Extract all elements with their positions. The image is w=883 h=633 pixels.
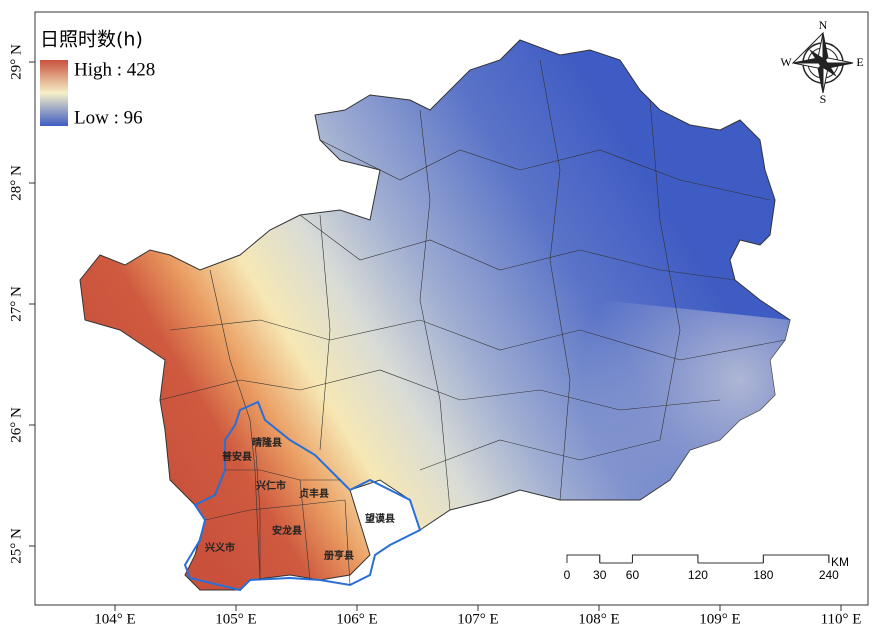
scale-label: 120 [688, 568, 708, 582]
county-label: 安龙县 [272, 524, 302, 537]
county-label: 普安县 [222, 450, 252, 463]
legend-title: 日照时数(h) [40, 29, 143, 51]
legend-low: Low : 96 [74, 107, 143, 128]
legend-ramp [40, 60, 68, 126]
lon-tick-label: 109° E [699, 611, 740, 627]
lat-tick-label: 27° N [8, 286, 24, 322]
lon-tick-label: 105° E [215, 611, 256, 627]
lon-tick-label: 106° E [336, 611, 377, 627]
lat-tick-label: 25° N [8, 528, 24, 564]
scale-label: 60 [626, 568, 640, 582]
scale-bar: KM 0 30 60 120 180 240 [564, 554, 849, 582]
scale-unit: KM [831, 555, 849, 569]
county-label: 贞丰县 [299, 487, 329, 500]
scale-label: 30 [593, 568, 607, 582]
legend-high: High : 428 [74, 59, 155, 80]
lat-tick-label: 28° N [8, 165, 24, 201]
province [79, 39, 791, 592]
compass-w: W [780, 55, 792, 69]
county-label: 望谟县 [365, 512, 395, 525]
scale-label: 0 [564, 568, 571, 582]
lon-tick-label: 110° E [821, 611, 862, 627]
compass: N S E W [780, 18, 863, 106]
compass-n: N [819, 18, 828, 32]
county-label: 兴义市 [205, 541, 235, 554]
compass-e: E [856, 55, 863, 69]
lat-tick-label: 29° N [8, 44, 24, 80]
lat-tick-label: 26° N [8, 407, 24, 443]
lon-tick-label: 107° E [457, 611, 498, 627]
county-label: 册亨县 [324, 549, 354, 562]
study-county-borders [204, 439, 351, 586]
county-labels: 普安县 晴隆县 兴仁市 贞丰县 望谟县 安龙县 兴义市 册亨县 [205, 436, 395, 562]
scale-label: 180 [753, 568, 773, 582]
county-label: 兴仁市 [256, 479, 286, 492]
county-label: 晴隆县 [252, 436, 282, 449]
county-borders [159, 59, 786, 581]
legend: 日照时数(h) High : 428 Low : 96 [40, 29, 155, 128]
scale-label: 240 [819, 568, 839, 582]
lon-tick-label: 104° E [94, 611, 135, 627]
compass-s: S [820, 92, 827, 106]
lon-tick-label: 108° E [578, 611, 619, 627]
